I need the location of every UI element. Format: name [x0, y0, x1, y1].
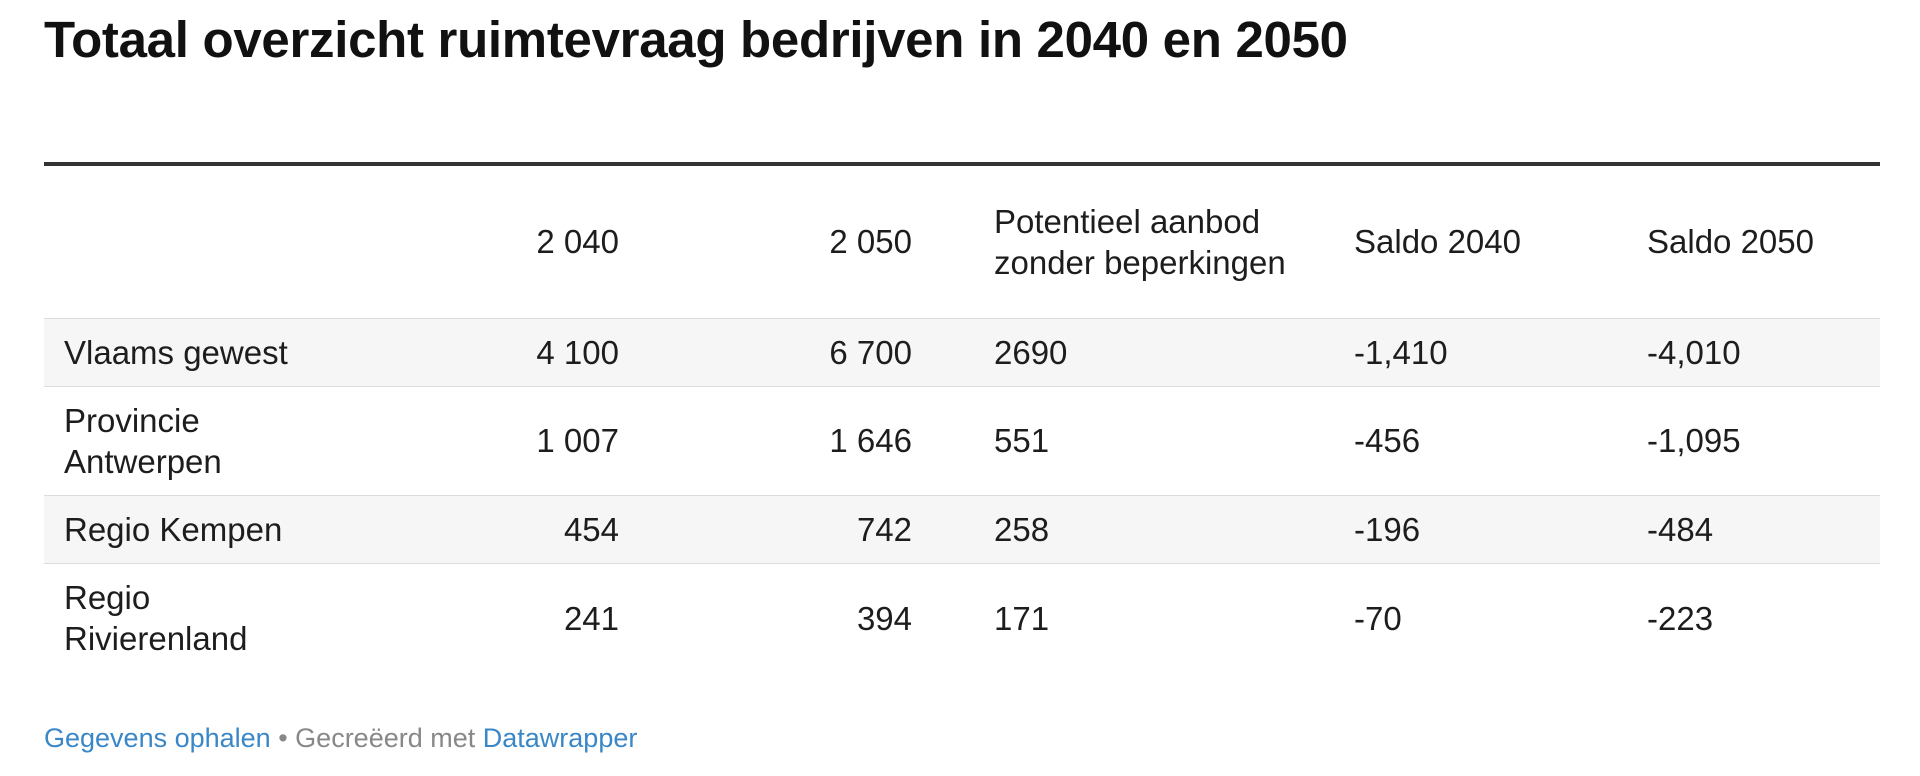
created-with-label: Gecreëerd met: [295, 723, 476, 753]
table-row: Regio Kempen 454 742 258 -196 -484: [44, 495, 1880, 564]
column-header[interactable]: Potentieel aanbod zonder beperkingen: [994, 202, 1286, 281]
chart-footer: Gegevens ophalen • Gecreëerd met Datawra…: [44, 722, 637, 754]
table-cell: 1 007: [536, 422, 619, 460]
column-header[interactable]: [44, 164, 335, 319]
table-cell: 454: [563, 510, 619, 548]
table-cell: 4 100: [536, 333, 619, 371]
table-cell: -223: [1647, 599, 1714, 637]
table-cell: 6 700: [829, 333, 912, 371]
column-header[interactable]: 2 050: [829, 223, 912, 261]
table-cell: -1,095: [1647, 422, 1741, 460]
row-label: Provincie Antwerpen: [64, 401, 222, 480]
table-cell: 1 646: [829, 422, 912, 460]
table-row: Regio Rivierenland 241 394 171 -70 -223: [44, 563, 1880, 673]
table-cell: 258: [994, 510, 1050, 548]
data-table: 2 040 2 050 Potentieel aanbod zonder bep…: [44, 162, 1880, 673]
table-cell: 241: [563, 599, 619, 637]
table-cell: 171: [994, 599, 1050, 637]
data-table-container: 2 040 2 050 Potentieel aanbod zonder bep…: [44, 162, 1880, 673]
row-label: Regio Kempen: [64, 510, 283, 548]
datawrapper-link[interactable]: Datawrapper: [482, 723, 638, 753]
table-row: Provincie Antwerpen 1 007 1 646 551 -456…: [44, 386, 1880, 496]
column-header[interactable]: 2 040: [536, 223, 619, 261]
get-data-link[interactable]: Gegevens ophalen: [44, 723, 271, 753]
table-cell: -456: [1354, 422, 1421, 460]
row-label: Vlaams gewest: [64, 333, 288, 371]
table-row: Vlaams gewest 4 100 6 700 2690 -1,410 -4…: [44, 318, 1880, 387]
table-header-row: 2 040 2 050 Potentieel aanbod zonder bep…: [44, 164, 1880, 319]
chart-title: Totaal overzicht ruimtevraag bedrijven i…: [44, 11, 1348, 68]
table-cell: -196: [1354, 510, 1421, 548]
row-label: Regio Rivierenland: [64, 579, 248, 658]
table-cell: -70: [1354, 599, 1402, 637]
footer-separator: •: [278, 723, 288, 753]
table-cell: -4,010: [1647, 333, 1741, 371]
column-header[interactable]: Saldo 2040: [1354, 223, 1521, 261]
table-cell: -1,410: [1354, 333, 1448, 371]
table-cell: 742: [856, 510, 912, 548]
table-cell: -484: [1647, 510, 1714, 548]
table-cell: 551: [994, 422, 1050, 460]
column-header[interactable]: Saldo 2050: [1647, 223, 1814, 261]
table-cell: 2690: [994, 333, 1068, 371]
table-cell: 394: [856, 599, 912, 637]
